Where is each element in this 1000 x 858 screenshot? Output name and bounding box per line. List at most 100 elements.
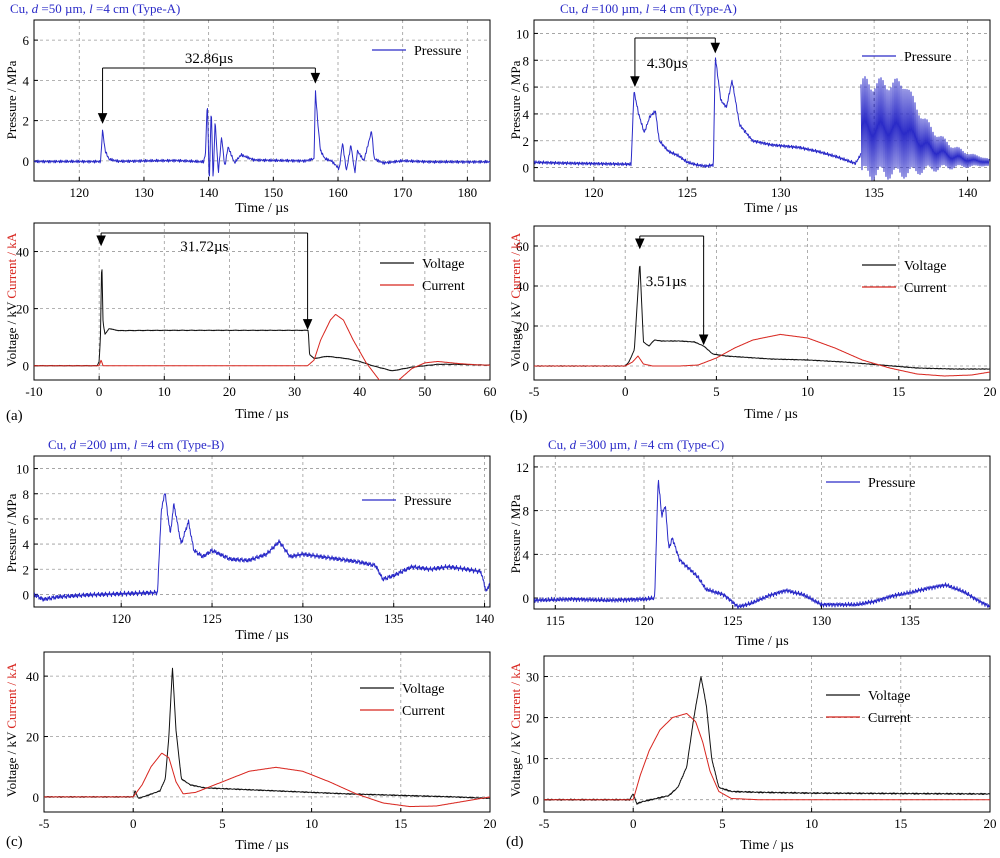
y-axis-label: Voltage / kV Current / kA <box>4 232 19 367</box>
title-part: l <box>646 1 650 16</box>
series-group <box>534 265 990 377</box>
x-tick-label: 50 <box>418 384 431 399</box>
series-group <box>34 269 490 380</box>
title-part: Cu, <box>548 437 570 452</box>
grid <box>34 20 490 181</box>
y-tick-label: 0 <box>523 161 530 176</box>
interval-label: 31.72µs <box>180 239 228 255</box>
grid <box>533 226 991 380</box>
y-tick-label: 10 <box>16 462 29 477</box>
x-axis-label: Time / µs <box>235 407 288 422</box>
y-tick-label: 40 <box>26 669 39 684</box>
legend: Pressure <box>862 50 951 65</box>
x-tick-label: 20 <box>484 816 497 831</box>
series-line-current <box>544 713 990 801</box>
series-line-pressure <box>34 90 490 177</box>
x-tick-label: 130 <box>293 611 313 626</box>
series-line-pressure-osc <box>860 76 990 181</box>
title-part: Cu, <box>48 437 70 452</box>
interval-label: 32.86µs <box>185 51 233 67</box>
legend-label-current: Current <box>402 704 445 719</box>
y-tick-label: 2 <box>523 134 530 149</box>
y-tick-label: 0 <box>23 154 30 169</box>
arrow-head-right <box>302 319 313 330</box>
x-tick-label: 115 <box>546 613 565 628</box>
x-tick-label: 40 <box>353 384 366 399</box>
title-part: d <box>32 1 39 16</box>
y-tick-label: 20 <box>26 730 39 745</box>
series-line-pressure <box>34 493 490 602</box>
x-tick-label: 0 <box>96 384 103 399</box>
grid <box>534 456 990 609</box>
legend-label-voltage: Voltage <box>402 682 445 697</box>
x-tick-label: 135 <box>900 613 920 628</box>
legend: Voltage Current <box>826 689 911 726</box>
panel-title: Cu, d =50 µm, l =4 cm (Type-A) <box>10 1 180 16</box>
title-part: =4 cm (Type-B) <box>137 437 224 452</box>
chart-d_electrical: -5 0 5 10 15 20 0 10 20 30 Time / µs Voltage / kV C… <box>506 655 997 853</box>
x-tick-label: 150 <box>264 185 284 200</box>
x-tick-label: 125 <box>723 613 743 628</box>
y-axis-label: Pressure / MPa <box>508 60 523 139</box>
interval-label: 3.51µs <box>646 274 687 290</box>
grid <box>543 656 991 812</box>
interval-annotation <box>97 67 321 124</box>
x-tick-label: -5 <box>529 384 540 399</box>
x-tick-label: 140 <box>199 185 219 200</box>
y-tick-label: 6 <box>523 80 530 95</box>
legend-label-voltage: Voltage <box>904 259 947 274</box>
y-axis-label-voltage: Voltage / kV <box>4 731 19 797</box>
x-tick-label: 125 <box>202 611 222 626</box>
y-tick-label: 0 <box>23 359 30 374</box>
title-part: d <box>582 1 589 16</box>
x-tick-label: 120 <box>634 613 654 628</box>
interval-annotation <box>630 37 721 87</box>
plot-frame <box>543 655 991 813</box>
plot-frame <box>533 455 991 610</box>
x-axis-label: Time / µs <box>235 838 288 853</box>
legend-label-current: Current <box>904 281 947 296</box>
x-tick-label: 5 <box>719 816 726 831</box>
panel-label: (b) <box>510 408 528 424</box>
x-tick-label: 140 <box>475 611 495 626</box>
y-tick-label: 10 <box>516 26 529 41</box>
chart-a_pressure: Cu, d =50 µm, l =4 cm (Type-A) 120 130 140 1… <box>4 1 491 216</box>
x-tick-label: 125 <box>677 185 697 200</box>
legend: Voltage Current <box>380 257 465 294</box>
panel-label: (c) <box>6 834 23 850</box>
chart-b_electrical: -5 0 5 10 15 20 0 20 40 60 Time / µs Voltage / kV C… <box>508 225 997 424</box>
series-group <box>534 479 990 609</box>
series-line-voltage <box>544 676 990 805</box>
plot-frame <box>533 19 991 182</box>
y-axis-label-current: Current / kA <box>4 662 19 728</box>
panel-label: (d) <box>506 834 524 850</box>
legend-label-current: Current <box>422 279 465 294</box>
x-tick-label: -5 <box>539 816 550 831</box>
title-part: l <box>89 1 93 16</box>
legend: Pressure <box>372 44 461 59</box>
legend-label-current: Current <box>868 711 911 726</box>
x-axis-label: Time / µs <box>740 838 793 853</box>
y-axis-label-voltage: Voltage / kV <box>4 301 19 367</box>
y-tick-label: 4 <box>23 537 30 552</box>
y-tick-label: 8 <box>523 504 530 519</box>
x-tick-label: 10 <box>805 816 818 831</box>
y-tick-label: 20 <box>516 319 529 334</box>
title-part: l <box>634 437 638 452</box>
x-tick-label: 30 <box>288 384 301 399</box>
y-axis-label: Voltage / kV Current / kA <box>508 662 523 797</box>
series-group <box>44 667 490 808</box>
legend: Pressure <box>362 494 451 509</box>
arrow-head-left <box>635 238 645 250</box>
title-part: Cu, <box>10 1 32 16</box>
y-tick-label: 2 <box>23 114 30 129</box>
y-tick-label: 60 <box>516 239 529 254</box>
x-tick-label: 170 <box>393 185 413 200</box>
y-axis-label-voltage: Voltage / kV <box>508 731 523 797</box>
title-part: =100 µm, <box>588 1 645 16</box>
y-axis-label: Pressure / MPa <box>4 60 19 139</box>
x-axis-label: Time / µs <box>744 407 797 422</box>
x-tick-label: 10 <box>801 384 814 399</box>
plot-frame <box>33 222 491 381</box>
